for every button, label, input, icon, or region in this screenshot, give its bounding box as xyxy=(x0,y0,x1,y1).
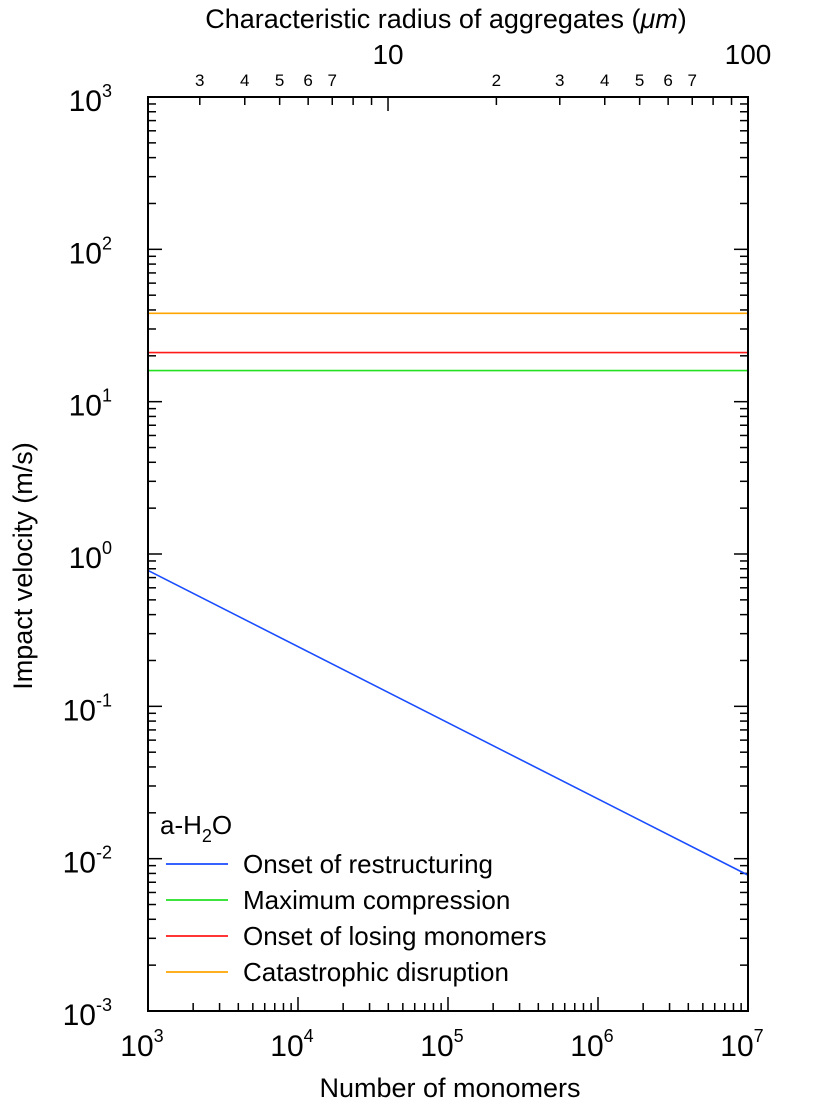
top-minor-tick-label: 6 xyxy=(663,71,672,90)
y-tick-label: 102 xyxy=(69,233,112,270)
top-minor-tick-label: 6 xyxy=(303,71,312,90)
legend-title: a-H2O xyxy=(160,810,232,846)
plot-frame xyxy=(147,96,749,1012)
series-line xyxy=(147,569,749,876)
top-major-tick-label: 10 xyxy=(372,39,403,70)
top-minor-tick-label: 3 xyxy=(555,71,564,90)
top-axis-title: Characteristic radius of aggregates (μm) xyxy=(205,4,687,34)
y-tick-label: 10-3 xyxy=(63,995,112,1032)
series-layer xyxy=(147,312,749,876)
y-tick-label: 101 xyxy=(69,386,112,423)
tick-labels: 103 104 105 106 10710-310-210-11001011021031… xyxy=(63,39,772,1063)
legend-entry: Onset of restructuring xyxy=(243,849,493,879)
y-tick-label: 100 xyxy=(69,538,112,575)
x-axis-title: Number of monomers xyxy=(319,1073,580,1103)
x-tick-label: 106 xyxy=(570,1026,613,1063)
legend: a-H2O Onset of restructuring Maximum compr… xyxy=(160,810,546,987)
y-tick-label: 103 xyxy=(69,81,112,118)
y-tick-label: 10-2 xyxy=(63,843,112,880)
top-minor-tick-label: 4 xyxy=(600,71,609,90)
top-minor-tick-label: 5 xyxy=(275,71,284,90)
legend-entry: Catastrophic disruption xyxy=(243,957,509,987)
x-tick-label: 105 xyxy=(420,1026,463,1063)
y-tick-label: 10-1 xyxy=(63,690,112,727)
x-tick-label: 103 xyxy=(120,1026,163,1063)
x-tick-label: 104 xyxy=(270,1026,313,1063)
y-axis-title: Impact velocity (m/s) xyxy=(8,442,38,690)
x-tick-label: 107 xyxy=(720,1026,763,1063)
top-major-tick-label: 100 xyxy=(725,39,772,70)
top-minor-tick-label: 4 xyxy=(240,71,249,90)
top-minor-tick-label: 5 xyxy=(635,71,644,90)
top-minor-tick-label: 3 xyxy=(195,71,204,90)
legend-entry: Onset of losing monomers xyxy=(243,921,546,951)
top-minor-tick-label: 7 xyxy=(328,71,337,90)
top-minor-tick-label: 2 xyxy=(492,71,501,90)
top-minor-tick-label: 7 xyxy=(688,71,697,90)
legend-entry: Maximum compression xyxy=(243,885,510,915)
